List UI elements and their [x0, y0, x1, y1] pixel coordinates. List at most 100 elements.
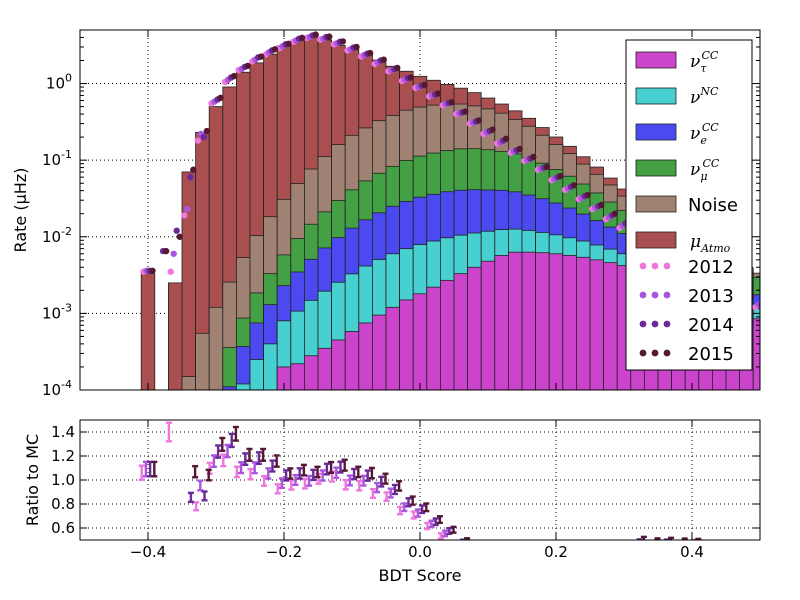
bottom-ytick-label: 1.2 [51, 447, 75, 465]
legend-marker [639, 291, 647, 299]
legend-marker [663, 262, 671, 270]
hist-bar-cc [780, 330, 794, 390]
xtick-label: 0.2 [544, 543, 568, 561]
data-point-2015 [149, 267, 156, 274]
hist-bar-cc [303, 355, 319, 390]
legend-label: νNC [690, 85, 719, 108]
data-point-2012 [167, 268, 174, 275]
data-point-2015 [557, 172, 564, 180]
legend-label: ντCC [690, 49, 719, 75]
hist-bar-nc [767, 313, 781, 390]
bottom-panel-ratio-errorbars [138, 421, 715, 540]
legend-marker [651, 320, 659, 328]
bottom-ytick-label: 0.8 [51, 495, 75, 513]
hist-bar-nc [794, 321, 800, 390]
hist-bar-cc [603, 262, 618, 390]
legend-label: 2013 [688, 286, 734, 307]
data-point-2013 [796, 318, 800, 324]
hist-bar-cc [576, 256, 591, 390]
legend-marker [639, 349, 647, 357]
hist-bar-cc [480, 260, 496, 390]
hist-bar-cc [521, 251, 536, 390]
hist-bar-cc [331, 339, 346, 390]
legend-label: Noise [688, 195, 738, 216]
top-ylabel: Rate (μHz) [11, 168, 30, 253]
top-panel-axes: 10-4 10-3 10-2 10-1 100 [42, 29, 760, 399]
hist-bar-atmo [140, 273, 156, 390]
data-point-2015 [584, 191, 591, 199]
xtick-label: 0.0 [408, 543, 432, 561]
hist-bar-cc [535, 252, 550, 390]
data-point-2012 [793, 318, 799, 324]
bottom-panel-grid [80, 420, 760, 540]
ytick-label: 10-1 [42, 148, 72, 169]
data-point-2013 [170, 250, 177, 257]
hist-bar-cc [358, 322, 373, 390]
data-point-2015 [502, 135, 510, 143]
hist-bar-noise [208, 306, 224, 390]
data-point-2014 [200, 133, 208, 141]
xtick-label: 0.4 [680, 543, 704, 561]
data-point-2015 [407, 74, 415, 81]
hist-bar-cc [467, 266, 482, 390]
data-point-2015 [298, 34, 306, 42]
xtick-label: −0.2 [266, 543, 302, 561]
data-point-2015 [366, 49, 374, 57]
ytick-label: 10-3 [42, 301, 72, 322]
legend-marker [639, 320, 647, 328]
hist-bar-cc [752, 318, 760, 390]
data-point-2012 [194, 137, 202, 144]
ytick-label: 10-2 [42, 225, 72, 246]
data-point-2015 [516, 145, 523, 153]
hist-bar-cc [385, 306, 401, 390]
data-point-2015 [312, 31, 319, 38]
data-point-2014 [758, 301, 760, 308]
legend-label: 2012 [688, 257, 734, 278]
data-point-2014 [772, 307, 778, 313]
legend-swatch [635, 195, 677, 213]
ytick-label: 10-4 [42, 378, 72, 399]
hist-bar-nc [263, 343, 278, 390]
data-point-2015 [394, 64, 401, 72]
legend-label: 2014 [688, 315, 734, 336]
hist-bar-cc [290, 363, 305, 390]
hist-bar-atmo [181, 171, 197, 390]
hist-bar-cc [780, 282, 794, 390]
data-point-2012 [181, 212, 188, 219]
data-point-2012 [766, 310, 772, 316]
hist-bar-ecc [767, 300, 781, 390]
legend-label: μAtmo [690, 232, 731, 255]
bottom-ytick-label: 1.4 [51, 423, 75, 441]
hist-bar-cc [767, 325, 781, 390]
legend-marker [651, 262, 659, 270]
data-point-2015 [353, 43, 360, 51]
hist-bar-cc [399, 299, 414, 390]
data-point-2015 [462, 108, 469, 115]
data-point-2015 [203, 127, 211, 135]
data-point-2012 [780, 314, 786, 320]
legend-marker [663, 320, 671, 328]
data-point-2015 [761, 299, 767, 305]
data-point-2015 [258, 53, 265, 60]
data-point-2015 [380, 56, 387, 63]
hist-bar-atmo [167, 282, 183, 390]
xtick-label: −0.4 [130, 543, 166, 561]
data-point-2015 [190, 166, 197, 173]
bottom-ylabel: Ratio to MC [23, 434, 42, 526]
data-point-2015 [611, 210, 619, 217]
legend-swatch [635, 51, 677, 69]
hist-bar-cc [222, 346, 237, 390]
hist-bar-cc [562, 255, 577, 390]
data-point-2015 [475, 117, 483, 124]
hist-bar-cc [548, 253, 564, 390]
hist-bar-cc [767, 280, 781, 390]
data-point-2015 [271, 46, 279, 53]
legend-swatch [635, 159, 677, 177]
hist-bar-cc [317, 347, 333, 390]
legend-marker [639, 262, 647, 270]
data-point-2015 [570, 182, 578, 189]
data-point-2015 [285, 40, 292, 48]
data-point-2014 [173, 227, 180, 234]
legend-marker [651, 349, 659, 357]
